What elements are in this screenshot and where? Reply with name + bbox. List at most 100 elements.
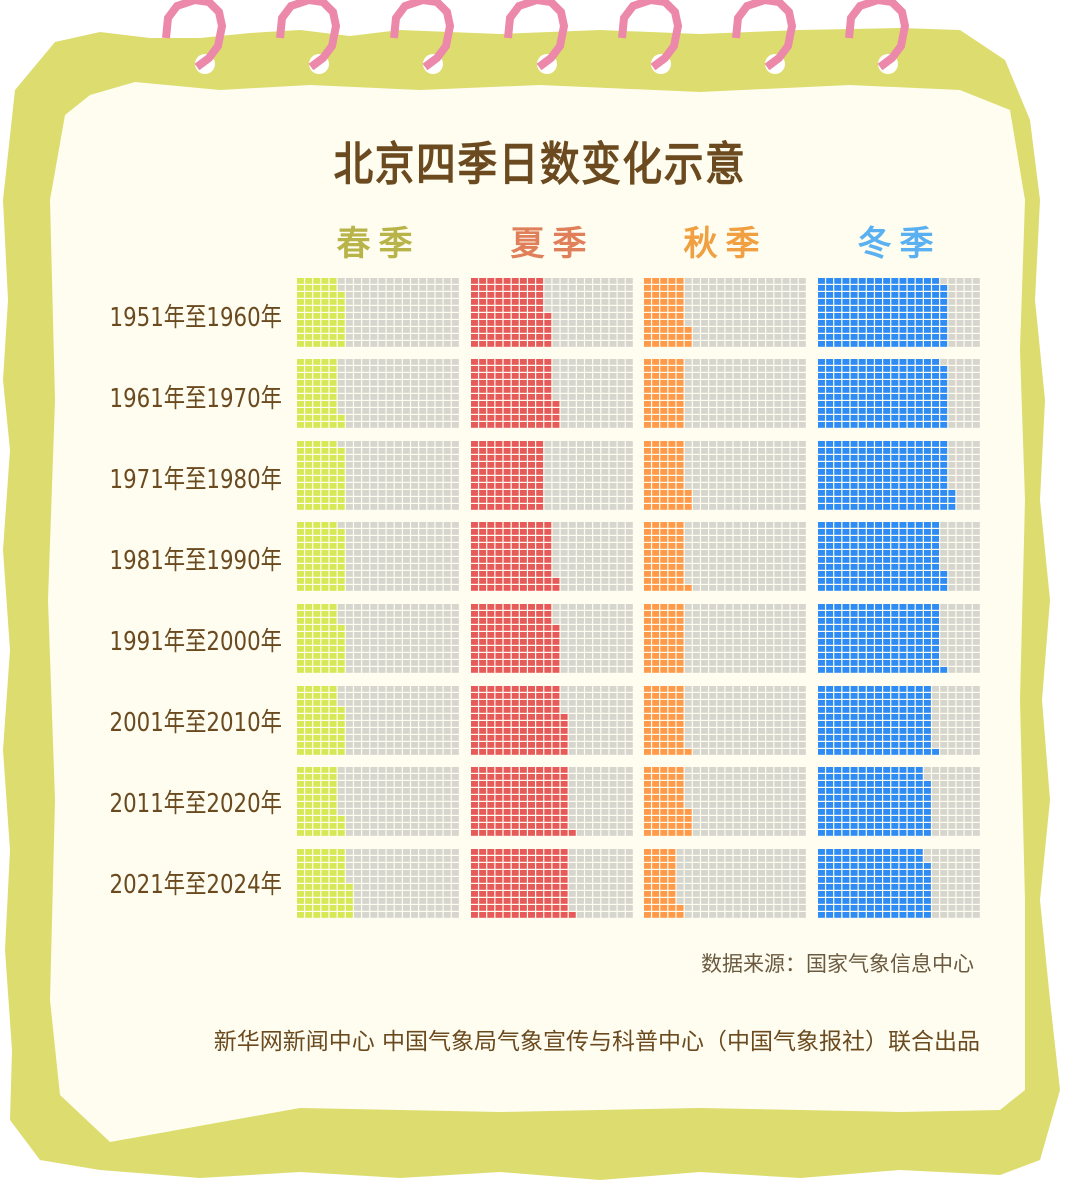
day-cell-filled — [479, 667, 487, 673]
day-cell-filled — [321, 742, 329, 748]
day-cell-filled — [495, 327, 503, 333]
day-cell-filled — [552, 816, 560, 822]
day-cell-empty — [362, 292, 370, 298]
day-cell-empty — [362, 870, 370, 876]
day-cell-filled — [652, 455, 660, 461]
day-cell-empty — [790, 483, 798, 489]
day-cell-empty — [725, 667, 733, 673]
day-cell-empty — [790, 585, 798, 591]
day-cell-empty — [354, 877, 361, 883]
day-cell-empty — [402, 767, 410, 773]
waffle-block-0-7 — [297, 849, 459, 918]
day-cell-filled — [495, 632, 503, 638]
day-cell-filled — [660, 728, 668, 734]
day-cell-empty — [758, 313, 766, 319]
day-cell-empty — [609, 795, 617, 801]
day-cell-empty — [345, 721, 353, 727]
day-cell-empty — [386, 469, 394, 475]
day-cell-empty — [625, 686, 633, 692]
day-cell-filled — [519, 278, 527, 284]
day-cell-filled — [503, 422, 511, 428]
day-cell-empty — [576, 306, 584, 312]
day-cell-empty — [692, 299, 700, 305]
day-cell-filled — [899, 306, 907, 312]
day-cell-empty — [362, 415, 370, 421]
day-cell-empty — [609, 341, 617, 347]
day-cell-empty — [790, 856, 798, 862]
day-cell-filled — [321, 320, 329, 326]
day-cell-filled — [544, 401, 552, 407]
day-cell-filled — [297, 667, 304, 673]
day-cell-empty — [362, 490, 370, 496]
day-cell-empty — [552, 455, 560, 461]
day-cell-filled — [519, 490, 527, 496]
day-cell-empty — [560, 522, 568, 528]
day-cell-filled — [676, 299, 684, 305]
day-cell-empty — [419, 306, 427, 312]
day-cell-filled — [495, 469, 503, 475]
day-cell-filled — [337, 625, 345, 631]
day-cell-empty — [774, 285, 782, 291]
day-cell-filled — [511, 611, 519, 617]
day-cell-empty — [585, 292, 593, 298]
day-cell-filled — [858, 299, 866, 305]
day-cell-empty — [709, 306, 717, 312]
day-cell-empty — [354, 490, 361, 496]
day-cell-empty — [625, 639, 633, 645]
day-cell-empty — [451, 632, 459, 638]
day-cell-filled — [511, 823, 519, 829]
day-cell-empty — [701, 490, 708, 496]
day-cell-filled — [883, 341, 891, 347]
day-cell-filled — [313, 536, 321, 542]
day-cell-empty — [345, 557, 353, 563]
day-cell-empty — [378, 504, 386, 510]
day-cell-empty — [790, 898, 798, 904]
day-cell-empty — [701, 278, 708, 284]
day-cell-empty — [733, 625, 741, 631]
day-cell-filled — [660, 408, 668, 414]
day-cell-filled — [479, 394, 487, 400]
day-cell-empty — [741, 448, 749, 454]
day-cell-filled — [915, 320, 923, 326]
day-cell-empty — [435, 795, 443, 801]
day-cell-empty — [758, 795, 766, 801]
day-cell-filled — [329, 781, 337, 787]
day-cell-filled — [487, 483, 495, 489]
day-cell-empty — [354, 550, 361, 556]
day-cell-empty — [386, 585, 394, 591]
day-cell-empty — [798, 373, 806, 379]
day-cell-empty — [741, 700, 749, 706]
day-cell-empty — [758, 625, 766, 631]
day-cell-empty — [609, 774, 617, 780]
day-cell-empty — [576, 604, 584, 610]
day-cell-empty — [378, 749, 386, 755]
day-cell-empty — [625, 767, 633, 773]
day-cell-filled — [313, 422, 321, 428]
day-cell-empty — [798, 653, 806, 659]
day-cell-empty — [701, 299, 708, 305]
day-cell-empty — [725, 408, 733, 414]
day-cell-empty — [766, 476, 774, 482]
day-cell-empty — [370, 366, 378, 372]
day-cell-filled — [329, 557, 337, 563]
day-cell-empty — [733, 285, 741, 291]
day-cell-filled — [644, 870, 651, 876]
day-cell-filled — [329, 299, 337, 305]
day-cell-empty — [411, 469, 419, 475]
day-cell-empty — [758, 774, 766, 780]
day-cell-empty — [362, 278, 370, 284]
day-cell-empty — [798, 394, 806, 400]
day-cell-empty — [617, 735, 625, 741]
day-cell-filled — [471, 522, 478, 528]
day-cell-empty — [419, 788, 427, 794]
day-cell-filled — [479, 306, 487, 312]
day-cell-empty — [585, 373, 593, 379]
day-cell-filled — [652, 476, 660, 482]
day-cell-filled — [511, 422, 519, 428]
day-cell-empty — [782, 522, 790, 528]
day-cell-filled — [297, 380, 304, 386]
day-cell-empty — [692, 522, 700, 528]
day-cell-filled — [660, 891, 668, 897]
day-cell-empty — [709, 387, 717, 393]
day-cell-filled — [305, 327, 313, 333]
